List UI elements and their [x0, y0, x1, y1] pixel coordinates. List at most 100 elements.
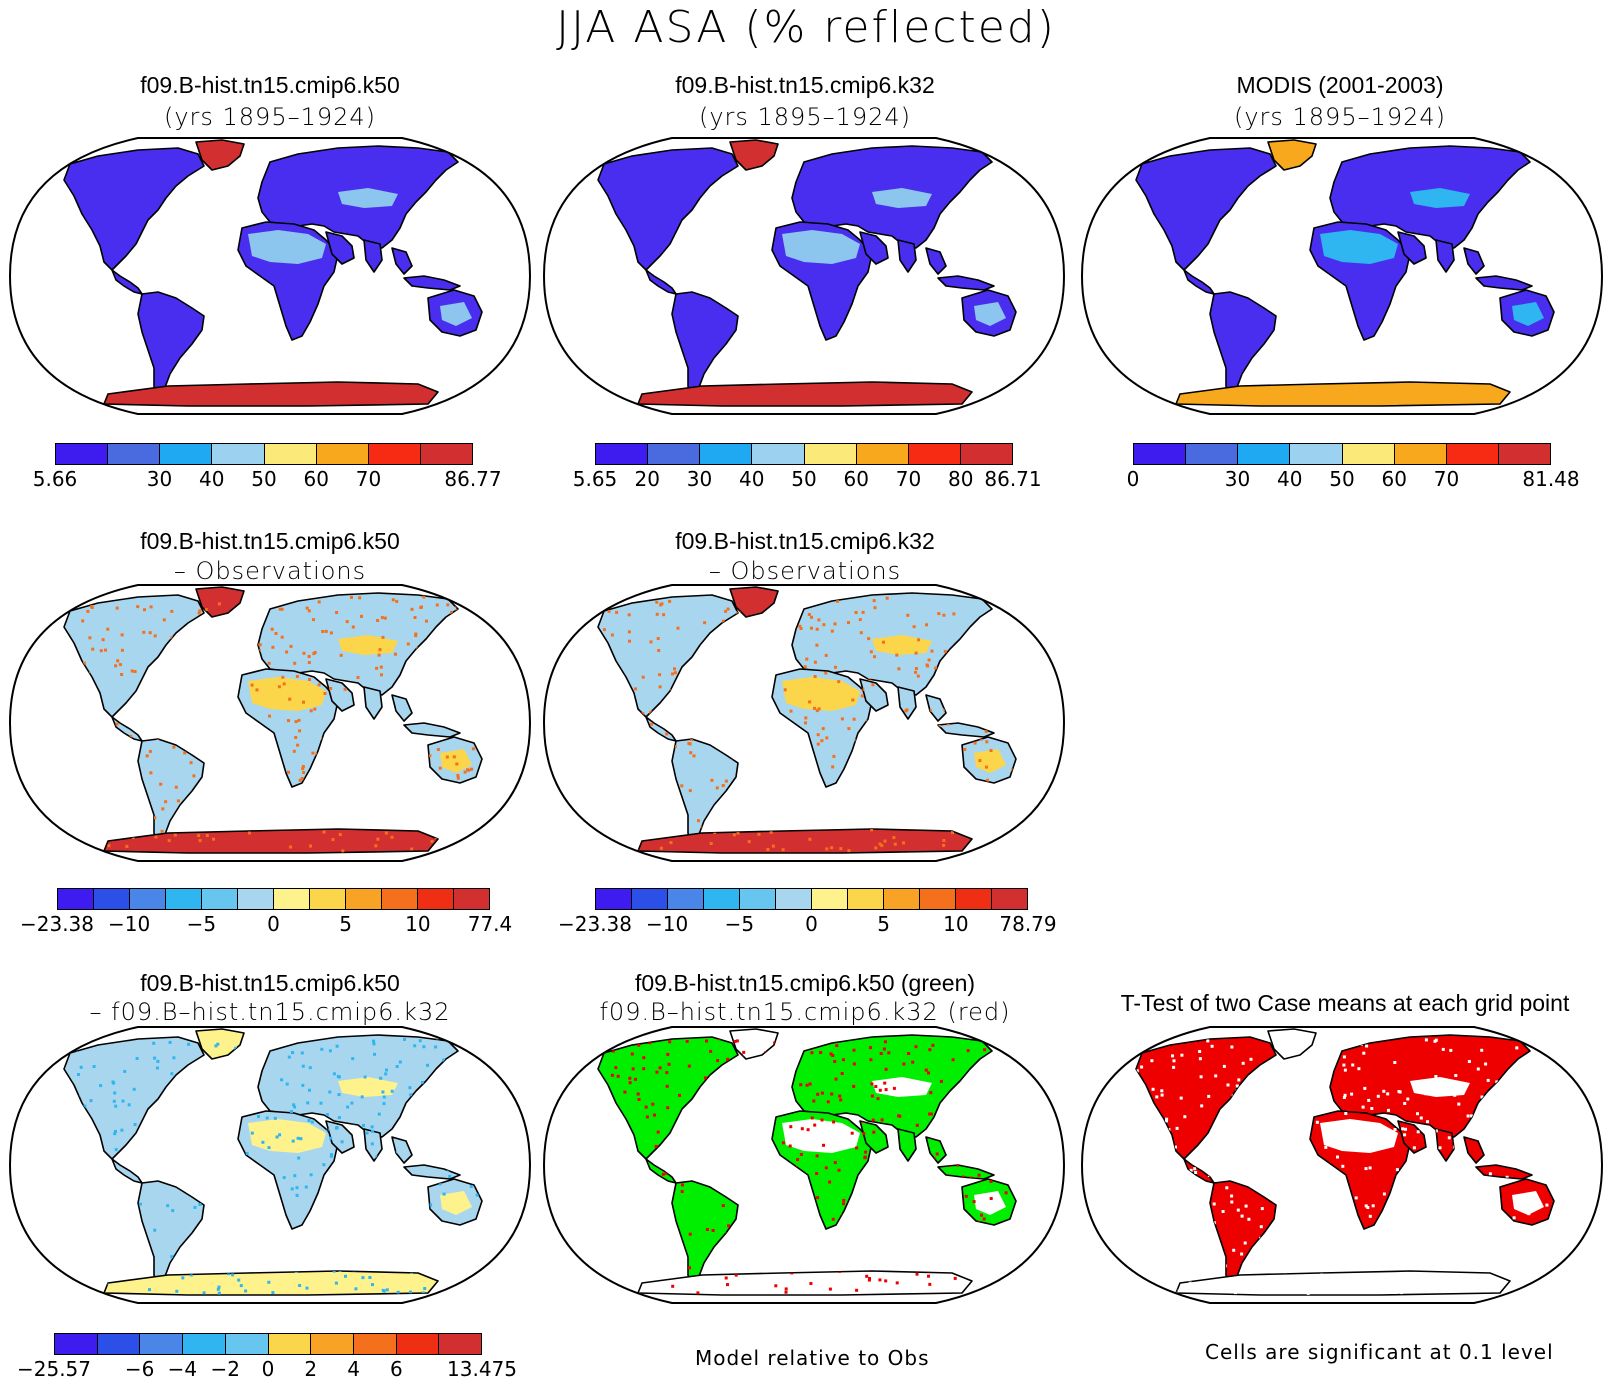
grid-cell: [113, 1091, 117, 1095]
grid-cell: [1441, 1047, 1445, 1051]
grid-cell: [320, 1047, 324, 1051]
grid-cell: [452, 755, 456, 759]
grid-cell: [836, 599, 839, 603]
grid-cell: [92, 1065, 96, 1068]
grid-cell: [1386, 1092, 1390, 1096]
grid-cell: [816, 733, 820, 737]
grid-cell: [879, 1052, 883, 1055]
colorbar-tick-label: −25.57: [16, 1357, 92, 1381]
grid-cell: [1249, 1057, 1253, 1061]
region-australiacenter: [1512, 302, 1544, 326]
grid-cell: [1364, 1167, 1368, 1171]
map-border: [1080, 137, 1604, 415]
grid-cell: [855, 1288, 859, 1292]
grid-cell: [167, 839, 171, 843]
grid-cell: [673, 667, 676, 671]
grid-cell: [406, 642, 410, 646]
grid-cell: [736, 611, 740, 615]
grid-cell: [1344, 1112, 1348, 1115]
grid-cell: [463, 770, 467, 774]
grid-cell: [278, 607, 282, 611]
grid-cell: [149, 605, 153, 609]
grid-cell: [784, 1287, 788, 1291]
grid-cell: [872, 599, 876, 603]
grid-cell: [1486, 1078, 1490, 1082]
grid-cell: [378, 648, 382, 652]
grid-cell: [54, 846, 57, 849]
grid-cell: [197, 611, 201, 615]
grid-cell: [154, 835, 158, 839]
grid-cell: [614, 1066, 618, 1070]
colorbar-swatch: [1446, 444, 1499, 464]
grid-cell: [1365, 1044, 1369, 1048]
colorbar-tick-label: 60: [843, 467, 869, 491]
panel-subtitle-k32: (yrs 1895–1924): [698, 103, 912, 131]
grid-cell: [79, 1065, 83, 1069]
grid-cell: [1022, 845, 1025, 848]
note-model-relative: Model relative to Obs: [695, 1346, 930, 1370]
grid-cell: [329, 687, 333, 690]
grid-cell: [68, 844, 72, 848]
grid-cell: [641, 675, 645, 679]
grid-cell: [688, 1266, 691, 1270]
grid-cell: [810, 615, 813, 619]
colorbar-swatch: [632, 889, 668, 909]
grid-cell: [287, 1055, 291, 1059]
grid-cell: [248, 831, 251, 835]
grid-cell: [307, 661, 311, 664]
grid-cell: [1354, 1196, 1358, 1200]
grid-cell: [983, 1048, 987, 1052]
grid-cell: [789, 1125, 793, 1129]
grid-cell: [883, 839, 887, 843]
panel-subtitle-k50k32: – f09.B–hist.tn15.cmip6.k32: [89, 998, 451, 1026]
grid-cell: [115, 722, 119, 726]
grid-cell: [385, 1288, 389, 1292]
grid-cell: [309, 844, 312, 848]
grid-cell: [1150, 1059, 1154, 1063]
grid-cell: [1341, 1164, 1345, 1168]
grid-cell: [452, 1288, 456, 1292]
map-land-group: [1082, 138, 1602, 414]
grid-cell: [1453, 1093, 1457, 1097]
grid-cell: [1559, 1268, 1562, 1271]
landmass-india: [363, 686, 383, 720]
grid-cell: [658, 673, 662, 677]
grid-cell: [874, 1085, 878, 1088]
grid-cell: [120, 648, 124, 652]
grid-cell: [250, 1131, 254, 1135]
grid-cell: [813, 706, 816, 710]
colorbar-swatch: [310, 889, 346, 909]
grid-cell: [456, 774, 460, 777]
map-land-group: [10, 1027, 530, 1303]
grid-cell: [54, 1052, 57, 1055]
landmass-arabia: [1397, 231, 1427, 265]
grid-cell: [716, 1059, 720, 1063]
grid-cell: [446, 603, 450, 607]
grid-cell: [1365, 1275, 1369, 1279]
grid-cell: [642, 1056, 646, 1060]
colorbar-swatch: [960, 444, 1012, 464]
grid-cell: [351, 625, 355, 629]
grid-cell: [356, 676, 360, 679]
grid-cell: [91, 848, 95, 852]
grid-cell: [120, 673, 124, 676]
grid-cell: [305, 606, 309, 610]
grid-cell: [428, 754, 432, 758]
grid-cell: [982, 1217, 986, 1221]
landmass-arabia: [859, 678, 889, 712]
grid-cell: [477, 1045, 481, 1049]
grid-cell: [884, 1088, 888, 1092]
grid-cell: [455, 762, 459, 766]
grid-cell: [358, 596, 362, 600]
grid-cell: [1463, 1277, 1467, 1281]
grid-cell: [1400, 1291, 1403, 1295]
grid-cell: [133, 670, 137, 673]
grid-cell: [634, 687, 637, 691]
colorbar-swatch: [956, 889, 992, 909]
grid-cell: [198, 1203, 202, 1206]
grid-cell: [1198, 1050, 1202, 1053]
grid-cell: [1463, 1084, 1466, 1088]
colorbar-swatch: [316, 444, 369, 464]
grid-cell: [396, 1290, 400, 1294]
grid-cell: [880, 844, 884, 848]
